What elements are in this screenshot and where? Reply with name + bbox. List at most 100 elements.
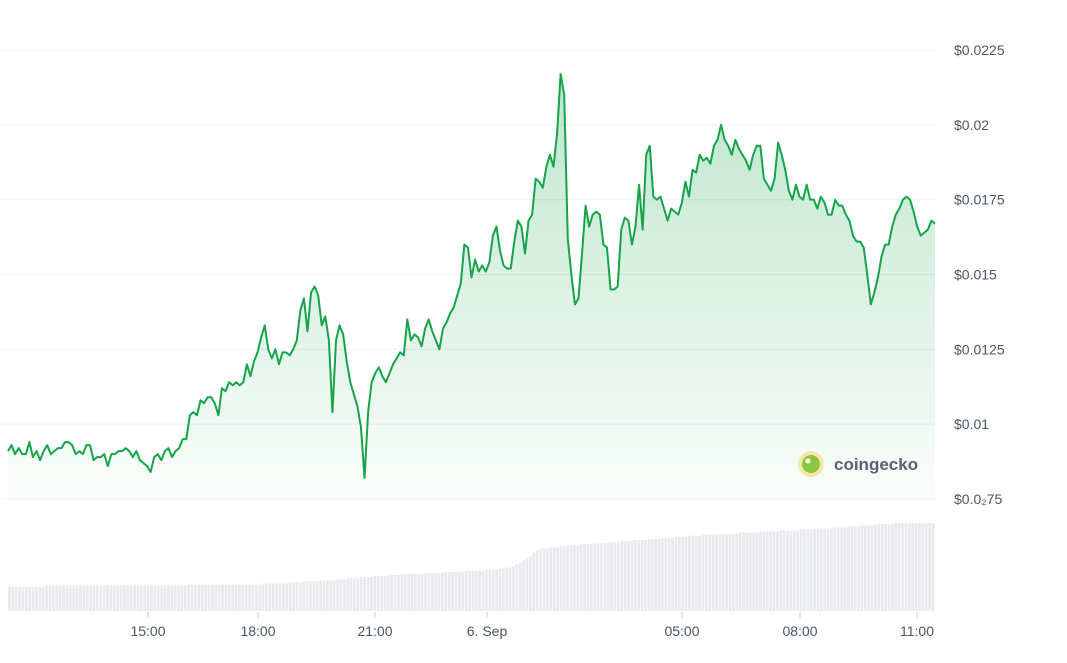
volume-bar bbox=[752, 532, 756, 611]
volume-bar bbox=[217, 584, 221, 611]
volume-bar bbox=[133, 585, 136, 611]
volume-bar bbox=[55, 585, 59, 611]
volume-bar bbox=[24, 586, 28, 611]
volume-bar bbox=[156, 585, 160, 611]
price-series-line[interactable] bbox=[7, 72, 936, 480]
volume-bar bbox=[380, 576, 383, 611]
volume-bar bbox=[420, 573, 424, 611]
volume-bar bbox=[600, 543, 603, 611]
volume-bar bbox=[789, 530, 793, 611]
volume-bar bbox=[383, 576, 387, 611]
volume-bar bbox=[657, 538, 661, 611]
volume-bar bbox=[535, 550, 539, 611]
volume-bar bbox=[532, 552, 536, 611]
volume-bar bbox=[18, 586, 21, 611]
y-tick-label: $0.02 bbox=[954, 117, 989, 133]
volume-bar bbox=[907, 523, 911, 611]
volume-bar bbox=[31, 586, 35, 611]
volume-bar bbox=[373, 576, 377, 611]
volume-bar bbox=[150, 585, 153, 611]
volume-bar bbox=[667, 537, 671, 611]
volume-bar bbox=[298, 582, 302, 611]
volume-bar bbox=[336, 579, 339, 611]
volume-bar bbox=[437, 572, 441, 611]
volume-bar bbox=[194, 584, 197, 611]
volume-bar bbox=[681, 536, 685, 611]
x-tick-label: 05:00 bbox=[664, 623, 699, 639]
volume-bar bbox=[556, 547, 559, 611]
volume-bar bbox=[826, 528, 830, 611]
volume-bar bbox=[698, 535, 701, 611]
volume-bar bbox=[870, 525, 874, 611]
volume-bar bbox=[21, 586, 25, 611]
volume-bar bbox=[424, 572, 427, 611]
volume-bar bbox=[170, 585, 174, 611]
volume-bar bbox=[72, 585, 76, 611]
volume-bar bbox=[139, 585, 143, 611]
volume-bar bbox=[197, 584, 201, 611]
volume-bar bbox=[126, 585, 130, 611]
volume-bar bbox=[393, 574, 397, 611]
y-tick-label: $0.0₂75 bbox=[954, 491, 1002, 507]
volume-bar bbox=[183, 585, 187, 611]
volume-bar bbox=[806, 529, 810, 611]
volume-bar bbox=[190, 584, 194, 611]
volume-bar bbox=[728, 533, 732, 611]
volume-bar bbox=[874, 524, 877, 611]
volume-bar bbox=[204, 584, 208, 611]
volume-bar bbox=[843, 527, 847, 611]
y-tick-label: $0.01 bbox=[954, 416, 989, 432]
volume-bar bbox=[370, 577, 373, 611]
volume-bar bbox=[11, 586, 15, 611]
volume-bar bbox=[403, 573, 407, 611]
volume-bar bbox=[738, 532, 742, 611]
volume-bar bbox=[836, 527, 840, 611]
volume-bar bbox=[454, 571, 458, 611]
volume-bar bbox=[95, 585, 99, 611]
volume-bar bbox=[596, 543, 600, 611]
volume-bar bbox=[410, 573, 414, 611]
volume-bar bbox=[688, 535, 691, 611]
volume-bar bbox=[819, 528, 823, 611]
volume-bar bbox=[346, 578, 350, 611]
volume-bar bbox=[339, 579, 343, 611]
volume-bar bbox=[694, 535, 698, 611]
volume-bar bbox=[630, 541, 634, 611]
volume-bar bbox=[461, 571, 465, 611]
volume-bar bbox=[116, 585, 120, 611]
volume-bar bbox=[715, 534, 718, 611]
y-axis: $0.0225 $0.02 $0.0175 $0.015 $0.0125 $0.01 $0.… bbox=[954, 42, 1005, 507]
volume-bar bbox=[28, 586, 32, 611]
volume-bar bbox=[765, 531, 769, 611]
volume-bar bbox=[921, 523, 925, 611]
volume-bar bbox=[187, 584, 191, 611]
volume-bar bbox=[850, 526, 854, 611]
volume-bar bbox=[501, 568, 505, 611]
volume-bar bbox=[579, 544, 583, 611]
volume-bar bbox=[742, 532, 745, 611]
volume-bar bbox=[775, 531, 779, 611]
volume-bar bbox=[427, 572, 431, 611]
volume-bar bbox=[887, 524, 891, 611]
gecko-eye-icon bbox=[805, 458, 811, 464]
volume-bar bbox=[356, 578, 360, 611]
volume-bar bbox=[177, 585, 180, 611]
volume-bar bbox=[593, 543, 597, 611]
volume-bar bbox=[45, 585, 48, 611]
volume-bar bbox=[539, 549, 542, 611]
volume-bar bbox=[640, 539, 644, 611]
volume-bar bbox=[857, 526, 860, 611]
price-line[interactable] bbox=[7, 72, 936, 480]
volume-bar bbox=[265, 583, 268, 611]
gecko-head-icon bbox=[802, 455, 820, 473]
volume-bar bbox=[85, 585, 89, 611]
volume-bar bbox=[160, 585, 164, 611]
volume-bar bbox=[285, 583, 289, 611]
volume-bar bbox=[495, 569, 498, 611]
volume-bar bbox=[704, 534, 708, 611]
volume-bar bbox=[650, 538, 654, 611]
volume-bar bbox=[302, 581, 306, 611]
volume-bar bbox=[153, 585, 157, 611]
